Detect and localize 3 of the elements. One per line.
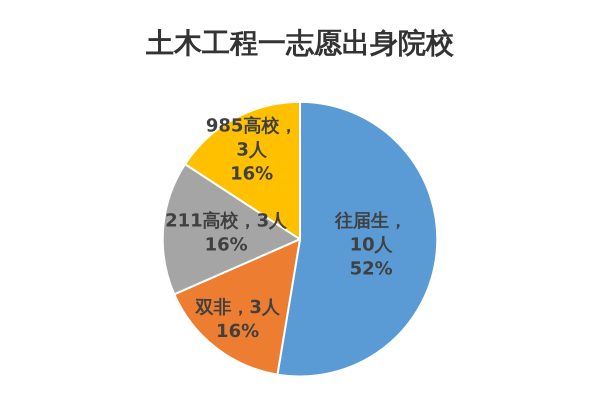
chart-title: 土木工程一志愿出身院校 <box>145 26 455 60</box>
slice-label: 双非，3人 16% <box>194 296 281 342</box>
slice-label: 往届生， 10人 52% <box>334 210 408 280</box>
